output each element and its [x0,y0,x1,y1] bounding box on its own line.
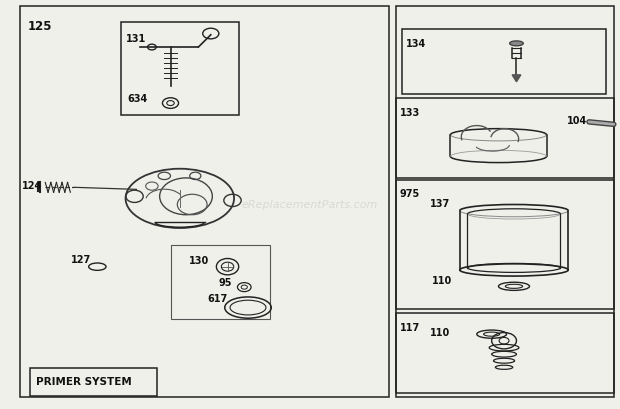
Text: 137: 137 [430,199,450,209]
Text: 131: 131 [126,34,146,44]
Text: 975: 975 [400,189,420,199]
Text: 124: 124 [22,181,43,191]
Text: 130: 130 [189,256,210,266]
Text: 125: 125 [28,20,53,33]
Bar [396,180,614,309]
Text: 110: 110 [430,328,450,338]
Polygon shape [512,75,521,82]
Text: 104: 104 [567,116,588,126]
Text: eReplacementParts.com: eReplacementParts.com [242,200,378,209]
Text: PRIMER SYSTEM: PRIMER SYSTEM [36,377,131,387]
Bar [396,6,614,397]
Text: 127: 127 [71,255,92,265]
Bar [20,6,389,397]
Ellipse shape [510,41,523,46]
Text: 117: 117 [400,323,420,333]
Bar [170,245,270,319]
Text: 133: 133 [400,108,420,118]
Text: 617: 617 [208,294,228,304]
Bar [402,29,606,94]
Bar [396,313,614,393]
Text: 95: 95 [218,278,232,288]
Text: 110: 110 [432,276,452,286]
Bar [121,22,239,115]
Bar [30,368,157,396]
Bar [396,98,614,178]
Text: 634: 634 [127,94,148,104]
Text: 134: 134 [406,39,427,49]
